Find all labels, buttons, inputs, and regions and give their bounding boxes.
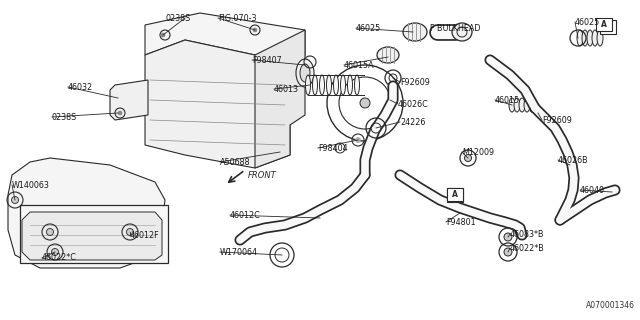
Ellipse shape bbox=[305, 75, 310, 95]
Ellipse shape bbox=[529, 98, 535, 112]
Ellipse shape bbox=[319, 75, 324, 95]
Ellipse shape bbox=[519, 98, 525, 112]
Circle shape bbox=[360, 98, 370, 108]
Ellipse shape bbox=[326, 75, 332, 95]
Text: 46026B: 46026B bbox=[558, 156, 589, 164]
Ellipse shape bbox=[377, 47, 399, 63]
Text: A: A bbox=[605, 22, 611, 31]
Ellipse shape bbox=[355, 75, 360, 95]
Text: 46022*B: 46022*B bbox=[510, 244, 545, 252]
Text: 46015A: 46015A bbox=[344, 60, 374, 69]
Circle shape bbox=[127, 228, 134, 236]
Text: 46022*C: 46022*C bbox=[42, 253, 77, 262]
Text: F92609: F92609 bbox=[400, 77, 430, 86]
Circle shape bbox=[504, 233, 512, 241]
Text: 46032: 46032 bbox=[68, 83, 93, 92]
Text: A: A bbox=[601, 20, 607, 29]
Bar bbox=[20, 205, 168, 263]
Ellipse shape bbox=[348, 75, 353, 95]
Bar bbox=[447, 188, 463, 202]
Ellipse shape bbox=[509, 98, 515, 112]
Ellipse shape bbox=[452, 23, 472, 41]
Text: A070001346: A070001346 bbox=[586, 301, 635, 310]
Circle shape bbox=[51, 249, 58, 255]
Ellipse shape bbox=[577, 30, 583, 46]
Text: 46025: 46025 bbox=[575, 18, 600, 27]
Text: A: A bbox=[452, 190, 458, 199]
Ellipse shape bbox=[300, 64, 310, 82]
Text: 46026C: 46026C bbox=[398, 100, 429, 108]
Circle shape bbox=[253, 28, 257, 32]
Bar bbox=[600, 20, 616, 34]
Text: M12009: M12009 bbox=[462, 148, 494, 156]
Text: FIG.070-3: FIG.070-3 bbox=[218, 13, 257, 22]
Text: 0238S: 0238S bbox=[52, 113, 77, 122]
Text: F98404: F98404 bbox=[318, 143, 348, 153]
Text: FRONT: FRONT bbox=[248, 171, 276, 180]
Ellipse shape bbox=[333, 75, 339, 95]
Circle shape bbox=[118, 111, 122, 115]
Text: 46083*B: 46083*B bbox=[510, 229, 545, 238]
Ellipse shape bbox=[587, 30, 593, 46]
Ellipse shape bbox=[524, 98, 530, 112]
Text: F92609: F92609 bbox=[542, 116, 572, 124]
Ellipse shape bbox=[312, 75, 317, 95]
Circle shape bbox=[47, 228, 54, 236]
Ellipse shape bbox=[597, 30, 603, 46]
Polygon shape bbox=[110, 80, 148, 120]
Circle shape bbox=[465, 155, 472, 162]
Ellipse shape bbox=[340, 75, 346, 95]
Bar bbox=[447, 188, 463, 201]
Text: 46025: 46025 bbox=[356, 23, 381, 33]
Ellipse shape bbox=[403, 23, 427, 41]
Text: 46012F: 46012F bbox=[130, 230, 159, 239]
Polygon shape bbox=[145, 40, 290, 168]
Text: F BULKHEAD: F BULKHEAD bbox=[430, 23, 481, 33]
Polygon shape bbox=[255, 30, 305, 168]
Text: W170064: W170064 bbox=[220, 247, 258, 257]
Ellipse shape bbox=[296, 59, 314, 87]
Text: 46013: 46013 bbox=[274, 84, 299, 93]
Circle shape bbox=[12, 196, 19, 204]
Text: 46015: 46015 bbox=[495, 95, 520, 105]
Polygon shape bbox=[8, 158, 165, 268]
Text: F94801: F94801 bbox=[446, 218, 476, 227]
Ellipse shape bbox=[514, 98, 520, 112]
Text: 46012C: 46012C bbox=[230, 211, 260, 220]
Text: W140063: W140063 bbox=[12, 180, 50, 189]
Text: 0238S: 0238S bbox=[165, 13, 190, 22]
Polygon shape bbox=[145, 13, 305, 65]
Text: A: A bbox=[452, 190, 458, 199]
Ellipse shape bbox=[582, 30, 588, 46]
Bar bbox=[596, 18, 612, 31]
Circle shape bbox=[161, 33, 165, 37]
Text: 46040: 46040 bbox=[580, 186, 605, 195]
Text: 24226: 24226 bbox=[400, 117, 426, 126]
Text: F98407: F98407 bbox=[252, 55, 282, 65]
Text: A50688: A50688 bbox=[220, 157, 251, 166]
Ellipse shape bbox=[592, 30, 598, 46]
Circle shape bbox=[355, 138, 360, 142]
Polygon shape bbox=[22, 212, 162, 260]
Circle shape bbox=[504, 248, 512, 256]
